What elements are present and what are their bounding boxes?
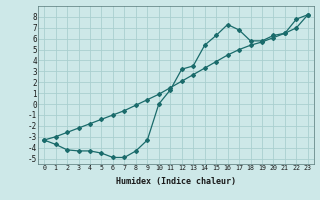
X-axis label: Humidex (Indice chaleur): Humidex (Indice chaleur)	[116, 177, 236, 186]
